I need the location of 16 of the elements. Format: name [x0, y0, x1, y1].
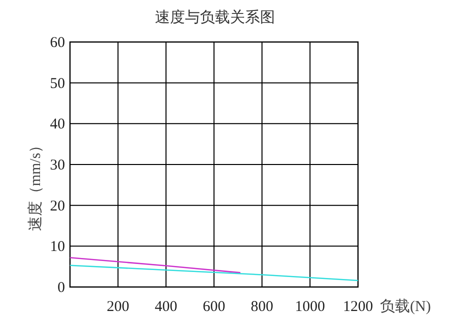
y-axis-title: 速度（mm/s）	[27, 138, 44, 232]
x-axis-title: 负载(N)	[380, 298, 431, 315]
x-tick-label: 1200	[343, 299, 373, 315]
chart-title: 速度与负载关系图	[155, 9, 275, 26]
x-tick-label: 200	[106, 299, 130, 315]
y-tick-label: 20	[50, 198, 65, 214]
x-tick-label: 600	[202, 299, 226, 315]
y-tick-label: 60	[50, 35, 65, 51]
x-tick-label: 400	[154, 299, 178, 315]
y-tick-label: 0	[58, 280, 65, 296]
x-tick-label: 1000	[295, 299, 325, 315]
x-tick-label: 800	[250, 299, 274, 315]
y-tick-label: 10	[50, 239, 65, 256]
y-tick-label: 30	[50, 158, 65, 174]
y-tick-label: 50	[50, 76, 65, 92]
y-tick-label: 40	[50, 116, 65, 133]
